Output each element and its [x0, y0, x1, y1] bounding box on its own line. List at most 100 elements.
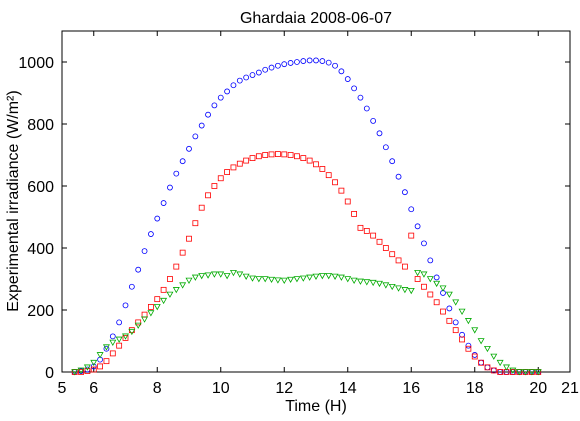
- data-point: [255, 153, 262, 160]
- data-point: [401, 263, 408, 270]
- x-tick-label: 14: [339, 380, 357, 397]
- data-point: [440, 308, 446, 315]
- data-point: [268, 276, 276, 284]
- data-point: [344, 198, 351, 205]
- data-point: [319, 58, 326, 64]
- data-point: [465, 342, 472, 349]
- data-point: [299, 275, 307, 282]
- data-point: [478, 359, 485, 366]
- data-point: [204, 272, 212, 279]
- data-point: [484, 364, 491, 371]
- data-point: [306, 57, 313, 64]
- data-point: [382, 144, 389, 151]
- data-point: [350, 277, 358, 284]
- data-point: [382, 245, 389, 251]
- y-tick-label: 0: [45, 365, 54, 382]
- data-point: [459, 336, 465, 343]
- data-point: [217, 94, 224, 101]
- data-point: [255, 69, 262, 76]
- data-point: [224, 88, 231, 95]
- data-point: [287, 152, 294, 158]
- data-point: [382, 282, 390, 289]
- data-point: [294, 59, 300, 65]
- data-point: [306, 274, 314, 281]
- data-point: [452, 299, 460, 306]
- x-tick-label: 10: [212, 380, 230, 397]
- data-point: [370, 118, 377, 124]
- data-point: [223, 273, 231, 280]
- data-point: [185, 277, 193, 284]
- data-point: [351, 210, 358, 217]
- data-point: [173, 170, 180, 177]
- data-point: [262, 152, 269, 158]
- data-point: [230, 82, 237, 89]
- data-point: [103, 345, 110, 352]
- data-point: [122, 333, 129, 340]
- data-point: [313, 57, 319, 64]
- data-point: [427, 257, 434, 264]
- data-point: [211, 102, 218, 109]
- data-point: [135, 319, 142, 326]
- data-point: [96, 352, 104, 359]
- x-axis-label: Time (H): [285, 398, 347, 415]
- data-point: [300, 58, 307, 64]
- data-point: [363, 105, 370, 112]
- data-point: [414, 270, 422, 277]
- data-point: [483, 345, 491, 353]
- data-point: [217, 175, 224, 182]
- data-point: [369, 279, 377, 287]
- data-point: [90, 359, 98, 367]
- data-point: [325, 59, 332, 66]
- data-point: [281, 151, 288, 158]
- data-point: [154, 296, 161, 303]
- data-point: [376, 130, 383, 137]
- y-axis-ticks: 0 200 400 600 800 1000: [18, 55, 570, 382]
- data-point: [408, 206, 415, 213]
- data-point: [446, 305, 453, 312]
- data-point: [318, 273, 326, 280]
- data-point: [515, 369, 523, 376]
- data-point: [351, 85, 358, 92]
- data-point: [90, 366, 97, 373]
- data-point: [191, 274, 199, 281]
- data-point: [154, 215, 161, 222]
- chart-title: Ghardaia 2008-06-07: [240, 10, 392, 27]
- data-point: [281, 61, 288, 68]
- data-point: [280, 277, 288, 284]
- data-point: [439, 285, 447, 292]
- data-point: [198, 204, 205, 211]
- data-point: [332, 179, 338, 186]
- data-point: [83, 364, 91, 371]
- data-point: [528, 369, 536, 376]
- data-point: [357, 224, 364, 231]
- data-point: [179, 249, 186, 256]
- data-point: [421, 240, 427, 247]
- data-point: [236, 271, 244, 278]
- data-point: [77, 367, 85, 374]
- data-point: [229, 270, 237, 277]
- data-point: [243, 157, 250, 164]
- data-point: [135, 266, 142, 273]
- data-point: [319, 166, 326, 172]
- data-point: [186, 235, 192, 242]
- data-point: [363, 279, 371, 286]
- data-point: [141, 248, 148, 255]
- y-tick-label: 600: [27, 179, 54, 196]
- data-point: [395, 173, 402, 180]
- data-point: [147, 310, 155, 317]
- data-point: [389, 158, 396, 165]
- data-point: [331, 273, 339, 280]
- data-point: [433, 299, 440, 306]
- x-tick-label: 20: [529, 380, 547, 397]
- data-point: [84, 368, 91, 374]
- data-point: [471, 327, 479, 334]
- data-point: [186, 145, 192, 152]
- x-axis-ticks: 5 6 8 10 12 14 16 18 20 21: [58, 31, 579, 397]
- data-point: [274, 62, 281, 69]
- data-point: [427, 291, 434, 298]
- data-point: [522, 369, 530, 376]
- data-point: [338, 68, 345, 75]
- data-point: [496, 359, 504, 367]
